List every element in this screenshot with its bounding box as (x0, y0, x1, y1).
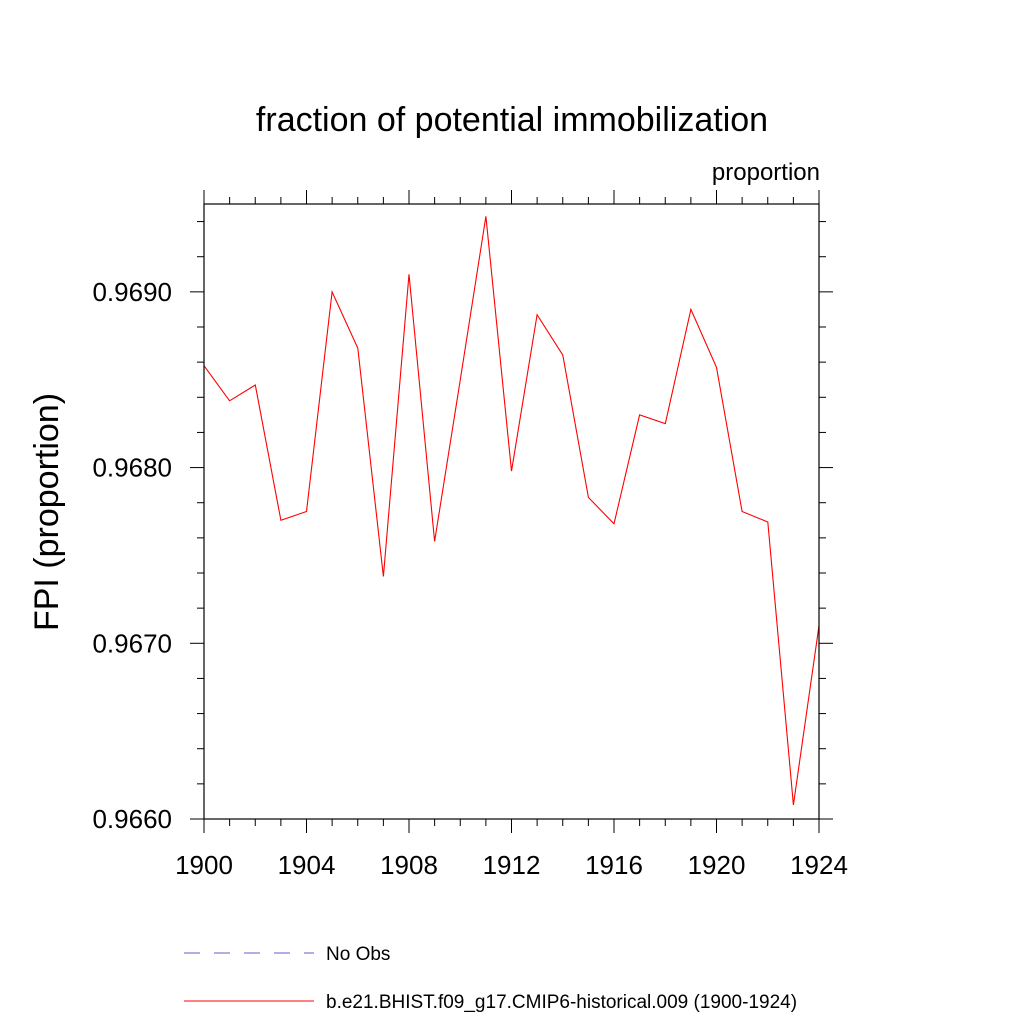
x-tick-label: 1908 (380, 850, 438, 880)
y-tick-label: 0.9680 (92, 453, 172, 483)
legend-label: b.e21.BHIST.f09_g17.CMIP6-historical.009… (326, 992, 797, 1013)
legend-label: No Obs (326, 944, 390, 965)
plot-frame (203, 203, 820, 820)
axis-ticks (190, 190, 833, 833)
chart-title: fraction of potential immobilization (256, 101, 768, 139)
series-lines (203, 216, 820, 805)
x-tick-label: 1900 (175, 850, 233, 880)
y-tick-label: 0.9660 (92, 804, 172, 834)
y-axis-label: FPI (proportion) (28, 393, 66, 631)
x-tick-label: 1916 (585, 850, 643, 880)
x-tick-label: 1912 (483, 850, 541, 880)
legend: No Obs b.e21.BHIST.f09_g17.CMIP6-historic… (184, 944, 797, 1013)
x-tick-label: 1904 (278, 850, 336, 880)
series-line (203, 216, 820, 805)
x-tick-label: 1920 (688, 850, 746, 880)
units-label: proportion (712, 159, 820, 186)
y-tick-label: 0.9670 (92, 628, 172, 658)
x-tick-label: 1924 (790, 850, 848, 880)
axis-tick-labels: 1900 1904 1908 1912 1916 1920 1924 0.9660 0.9670… (92, 277, 847, 880)
y-tick-label: 0.9690 (92, 277, 172, 307)
